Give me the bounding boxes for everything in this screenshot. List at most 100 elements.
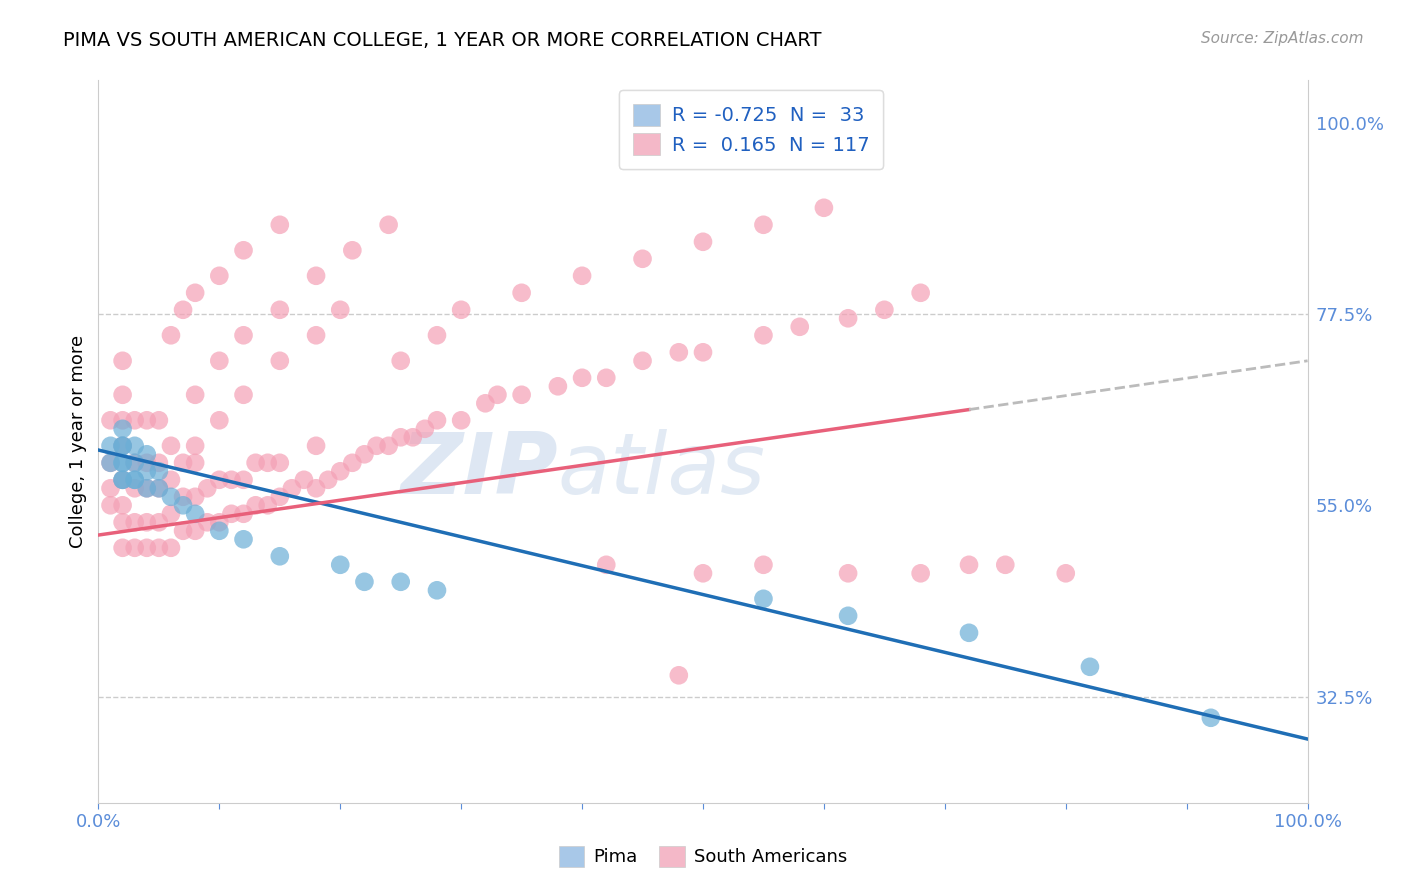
Point (160, 439, 183, 453)
Point (631, 252, 654, 266)
Point (160, 507, 183, 521)
Point (910, 285, 932, 300)
Point (160, 473, 183, 487)
Point (111, 422, 134, 436)
Point (426, 583, 449, 598)
Point (208, 353, 231, 368)
Point (232, 328, 254, 343)
Point (389, 353, 412, 368)
Point (292, 473, 315, 487)
Point (232, 473, 254, 487)
Point (221, 473, 243, 487)
Point (692, 345, 714, 359)
Point (148, 464, 170, 478)
Point (789, 319, 811, 334)
Point (281, 481, 304, 495)
Point (135, 413, 157, 427)
Point (221, 507, 243, 521)
Point (413, 422, 436, 436)
Point (135, 481, 157, 495)
Point (148, 456, 170, 470)
Point (172, 302, 194, 317)
Point (111, 456, 134, 470)
Point (837, 608, 859, 623)
Point (124, 456, 146, 470)
Point (426, 328, 449, 343)
Point (111, 541, 134, 555)
Point (813, 201, 835, 215)
Point (172, 524, 194, 538)
Point (148, 413, 170, 427)
Point (208, 516, 231, 530)
Point (135, 541, 157, 555)
Point (124, 456, 146, 470)
Point (111, 498, 134, 512)
Point (837, 566, 859, 581)
Point (160, 490, 183, 504)
Point (111, 473, 134, 487)
Point (329, 302, 352, 317)
Point (111, 439, 134, 453)
Point (692, 566, 714, 581)
Point (752, 558, 775, 572)
Point (124, 481, 146, 495)
Point (148, 541, 170, 555)
Point (111, 439, 134, 453)
Point (195, 481, 218, 495)
Point (160, 328, 183, 343)
Point (595, 371, 617, 385)
Point (208, 268, 231, 283)
Point (111, 439, 134, 453)
Point (111, 516, 134, 530)
Point (353, 574, 375, 589)
Point (184, 456, 207, 470)
Point (232, 244, 254, 258)
Point (305, 439, 328, 453)
Point (366, 439, 388, 453)
Point (474, 396, 496, 410)
Point (873, 302, 896, 317)
Point (269, 549, 291, 564)
Point (547, 379, 569, 393)
Point (329, 558, 352, 572)
Point (837, 311, 859, 326)
Point (124, 473, 146, 487)
Point (269, 353, 291, 368)
Point (957, 625, 980, 640)
Point (100, 498, 122, 512)
Point (184, 490, 207, 504)
Point (135, 464, 157, 478)
Point (208, 413, 231, 427)
Point (124, 439, 146, 453)
Point (305, 268, 328, 283)
Point (389, 574, 412, 589)
Point (232, 388, 254, 402)
Point (752, 328, 775, 343)
Point (305, 481, 328, 495)
Point (692, 235, 714, 249)
Point (305, 328, 328, 343)
Point (316, 473, 339, 487)
Text: PIMA VS SOUTH AMERICAN COLLEGE, 1 YEAR OR MORE CORRELATION CHART: PIMA VS SOUTH AMERICAN COLLEGE, 1 YEAR O… (63, 31, 821, 50)
Point (208, 473, 231, 487)
Y-axis label: College, 1 year or more: College, 1 year or more (69, 335, 87, 548)
Point (208, 524, 231, 538)
Point (111, 388, 134, 402)
Legend: Pima, South Americans: Pima, South Americans (553, 838, 853, 874)
Point (426, 413, 449, 427)
Point (269, 456, 291, 470)
Point (668, 345, 690, 359)
Point (450, 413, 472, 427)
Point (342, 244, 364, 258)
Point (111, 456, 134, 470)
Legend: R = -0.725  N =  33, R =  0.165  N = 117: R = -0.725 N = 33, R = 0.165 N = 117 (620, 90, 883, 169)
Point (245, 456, 267, 470)
Point (668, 668, 690, 682)
Point (353, 447, 375, 461)
Point (100, 413, 122, 427)
Point (100, 439, 122, 453)
Point (631, 353, 654, 368)
Point (245, 498, 267, 512)
Point (160, 541, 183, 555)
Point (269, 490, 291, 504)
